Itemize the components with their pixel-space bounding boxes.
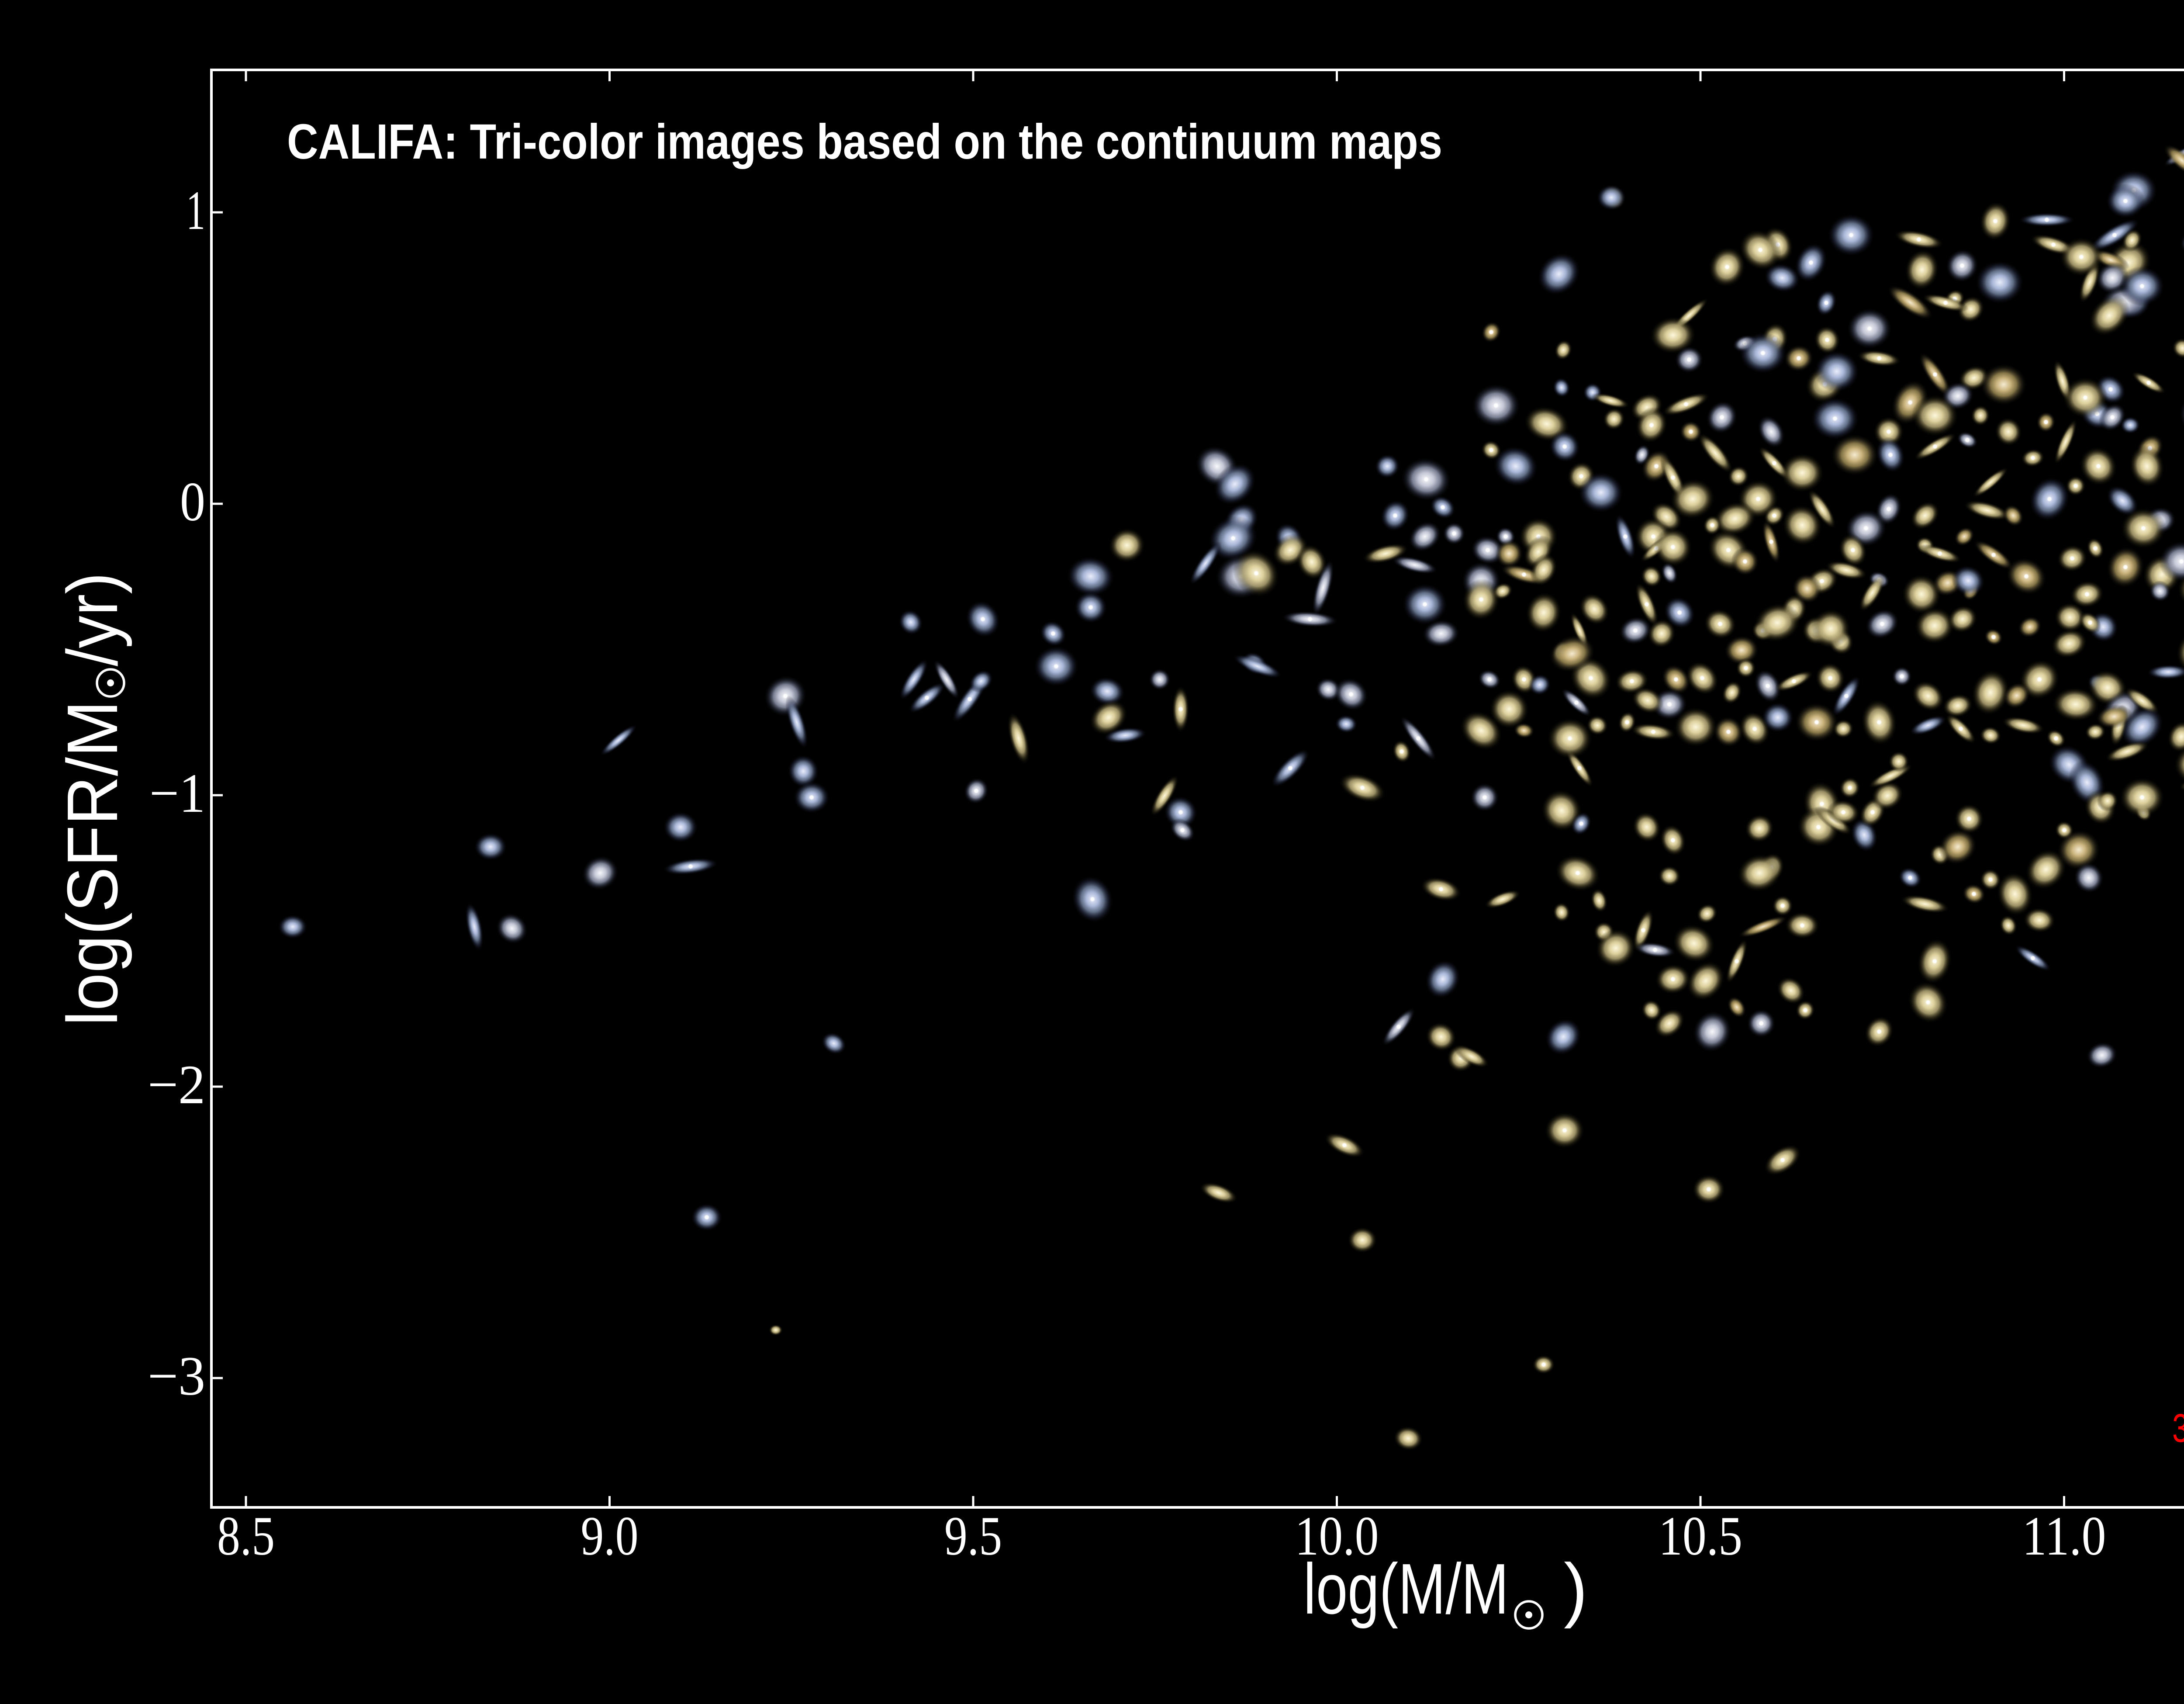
svg-text:/yr): /yr) (52, 572, 132, 666)
svg-text:8.5: 8.5 (217, 1506, 275, 1567)
svg-text:−3: −3 (148, 1346, 205, 1407)
svg-text:0: 0 (180, 471, 205, 533)
svg-text:CALIFA: Tri-color images based: CALIFA: Tri-color images based on the co… (287, 114, 1442, 169)
svg-text:11.0: 11.0 (2022, 1506, 2106, 1567)
svg-text:10.5: 10.5 (1659, 1506, 1742, 1567)
svg-text:1: 1 (186, 180, 205, 241)
svg-text:10.0: 10.0 (1295, 1506, 1379, 1567)
svg-text:3800Å: 3800Å (2172, 1406, 2184, 1451)
svg-text:−1: −1 (149, 763, 205, 824)
svg-text:): ) (1564, 1549, 1588, 1629)
svg-text:log(SFR/M: log(SFR/M (52, 700, 132, 1026)
svg-text:9.5: 9.5 (944, 1506, 1002, 1567)
svg-text:−2: −2 (148, 1054, 205, 1115)
svg-text:9.0: 9.0 (581, 1506, 639, 1567)
svg-text:log(M/M: log(M/M (1303, 1549, 1509, 1629)
